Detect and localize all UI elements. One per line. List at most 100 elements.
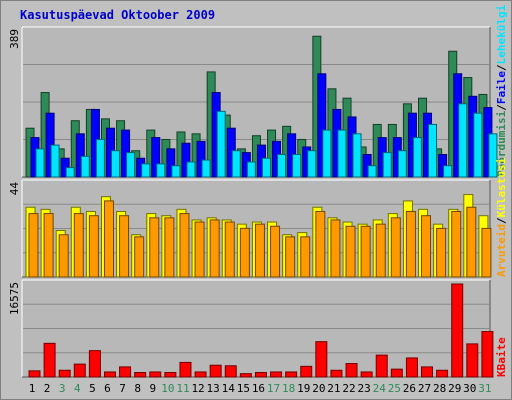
- panel-top-ymax-label: 389: [8, 29, 21, 49]
- bar-top-faile-day-10: [166, 148, 176, 178]
- bar-middle-arvuteid-day-17: [270, 225, 281, 278]
- bar-top-lehekülgi-day-21: [337, 129, 347, 178]
- bar-bottom-fill: [73, 363, 86, 378]
- x-tick-label-day-12: 12: [191, 382, 204, 395]
- bar-top-lehekülgi-day-10: [171, 165, 181, 178]
- x-tick-label-day-13: 13: [207, 382, 220, 395]
- bar-bottom-fill: [285, 371, 298, 378]
- bar-top-lehekülgi-day-17: [277, 153, 287, 178]
- bar-bottom-kbaite-day-8: [134, 372, 147, 378]
- bar-middle-arvuteid-day-2: [43, 213, 54, 278]
- bar-bottom-fill: [28, 370, 41, 378]
- panel-bottom-ymax-label: 16575: [8, 282, 21, 315]
- bar-middle-fill: [330, 219, 341, 278]
- bar-top-faile-day-20: [317, 73, 327, 178]
- legend-item-pöördumisi: Pöördumisi: [495, 110, 508, 177]
- bar-middle-fill: [239, 227, 250, 278]
- legend-item-külastusi: Külastusi: [495, 157, 508, 217]
- x-tick-label-day-18: 18: [282, 382, 295, 395]
- panel-middle-ymax-label: 44: [8, 182, 21, 196]
- bar-top-lehekülgi-day-11: [186, 161, 196, 178]
- x-tick-label-day-28: 28: [433, 382, 446, 395]
- x-tick-label-day-11: 11: [176, 382, 189, 395]
- bar-middle-arvuteid-day-25: [390, 217, 401, 278]
- bar-top-lehekülgi-day-12: [201, 159, 211, 178]
- bar-top-lehekülgi-day-5: [95, 138, 105, 178]
- bar-top-fill: [201, 159, 211, 178]
- panel-middle-legend: Arvuteid/Külastusi: [495, 157, 508, 277]
- bar-bottom-kbaite-day-11: [179, 361, 192, 378]
- bar-bottom-fill: [119, 366, 132, 378]
- panel-bottom-legend: KBaite: [495, 337, 508, 377]
- bar-middle-arvuteid-day-13: [209, 219, 220, 278]
- bar-top-fill: [186, 161, 196, 178]
- bar-top-lehekülgi-day-18: [292, 153, 302, 178]
- bar-bottom-kbaite-day-17: [270, 371, 283, 378]
- bar-bottom-kbaite-day-19: [300, 365, 313, 378]
- bar-top-fill: [352, 133, 362, 178]
- bar-top-fill: [246, 161, 256, 178]
- bar-top-lehekülgi-day-23: [367, 165, 377, 178]
- bar-middle-fill: [270, 225, 281, 278]
- bar-bottom-kbaite-day-18: [285, 371, 298, 378]
- bar-middle-fill: [164, 217, 175, 278]
- x-tick-label-day-17: 17: [267, 382, 280, 395]
- bar-top-fill: [50, 144, 60, 178]
- bar-top-lehekülgi-day-3: [65, 167, 75, 178]
- bar-middle-fill: [421, 215, 432, 278]
- bar-bottom-kbaite-day-16: [254, 372, 267, 378]
- bar-middle-fill: [315, 210, 326, 278]
- x-tick-label-day-30: 30: [463, 382, 476, 395]
- bar-middle-fill: [466, 206, 477, 278]
- bar-middle-fill: [451, 210, 462, 278]
- bar-top-lehekülgi-day-26: [412, 137, 422, 178]
- bar-middle-fill: [360, 225, 371, 278]
- bar-bottom-fill: [375, 354, 388, 378]
- bar-top-lehekülgi-day-8: [141, 163, 151, 178]
- bar-bottom-fill: [405, 357, 418, 378]
- bar-bottom-kbaite-day-30: [466, 343, 479, 378]
- bar-bottom-kbaite-day-1: [28, 370, 41, 378]
- x-tick-label-day-10: 10: [161, 382, 174, 395]
- bar-bottom-fill: [88, 350, 101, 378]
- bar-top-lehekülgi-day-13: [216, 110, 226, 178]
- bar-top-lehekülgi-day-9: [156, 163, 166, 178]
- bar-bottom-kbaite-day-12: [194, 371, 207, 378]
- bar-bottom-fill: [345, 363, 358, 378]
- bar-middle-arvuteid-day-24: [375, 223, 386, 278]
- panel-top-legend: Pöördumisi/Faile/Lehekülgi: [495, 4, 508, 177]
- bar-middle-arvuteid-day-7: [119, 215, 130, 278]
- bar-middle-arvuteid-day-20: [315, 210, 326, 278]
- bar-top-fill: [141, 163, 151, 178]
- x-tick-label-day-4: 4: [74, 382, 81, 395]
- bar-middle-fill: [58, 234, 69, 278]
- bar-bottom-fill: [239, 373, 252, 378]
- bar-top-lehekülgi-day-6: [110, 150, 120, 178]
- legend-item-kbaite: KBaite: [495, 337, 508, 377]
- bar-top-fill: [65, 167, 75, 178]
- bar-top-fill: [322, 129, 332, 178]
- x-tick-label-day-2: 2: [44, 382, 51, 395]
- bar-top-lehekülgi-day-14: [231, 150, 241, 178]
- bar-bottom-kbaite-day-9: [149, 371, 162, 378]
- bar-bottom-fill: [254, 372, 267, 378]
- bar-bottom-fill: [224, 365, 237, 378]
- bar-top-fill: [443, 165, 453, 178]
- x-tick-label-day-15: 15: [237, 382, 250, 395]
- bar-bottom-kbaite-day-15: [239, 373, 252, 378]
- bar-top-lehekülgi-day-7: [126, 152, 136, 178]
- x-tick-label-day-3: 3: [59, 382, 66, 395]
- bar-top-fill: [458, 103, 468, 178]
- x-tick-label-day-27: 27: [418, 382, 431, 395]
- bar-bottom-kbaite-day-20: [315, 341, 328, 378]
- bar-bottom-fill: [134, 372, 147, 378]
- bar-top-fill: [292, 153, 302, 178]
- x-tick-label-day-31: 31: [478, 382, 491, 395]
- x-tick-label-day-26: 26: [403, 382, 416, 395]
- bar-bottom-kbaite-day-21: [330, 369, 343, 378]
- bar-middle-fill: [103, 200, 114, 278]
- bar-bottom-fill: [436, 369, 449, 378]
- bar-middle-arvuteid-day-21: [330, 219, 341, 278]
- bar-top-fill: [80, 155, 90, 178]
